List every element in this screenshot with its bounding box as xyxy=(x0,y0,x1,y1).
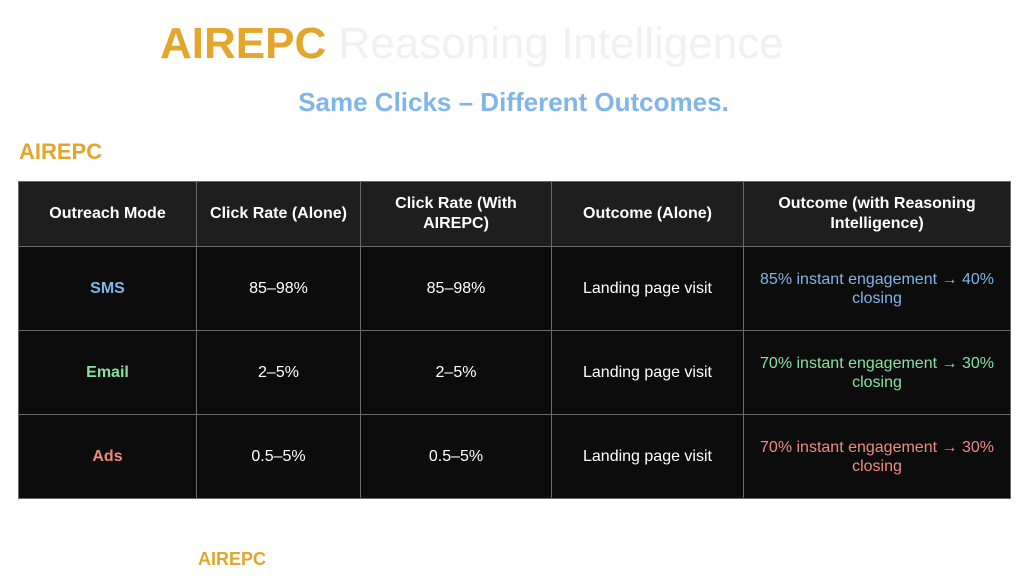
column-header: Outcome (with Reasoning Intelligence) xyxy=(743,181,1011,247)
click-rate-alone-cell: 85–98% xyxy=(196,246,361,331)
outcome-alone-cell: Landing page visit xyxy=(551,246,744,331)
column-header: Outreach Mode xyxy=(18,181,197,247)
table-row: Ads 0.5–5% 0.5–5% Landing page visit 70%… xyxy=(18,414,1011,499)
section-brand: AIREPC xyxy=(19,139,103,164)
click-rate-alone-cell: 2–5% xyxy=(196,330,361,415)
comparison-table: Outreach Mode Click Rate (Alone) Click R… xyxy=(18,181,1011,499)
page-subtitle: Same Clicks – Different Outcomes. xyxy=(298,87,729,117)
title-tagline: Reasoning Intelligence xyxy=(338,19,784,68)
outcome-alone-cell: Landing page visit xyxy=(551,414,744,499)
table-row: Email 2–5% 2–5% Landing page visit 70% i… xyxy=(18,330,1011,415)
mode-cell: Email xyxy=(18,330,197,415)
table-header-row: Outreach Mode Click Rate (Alone) Click R… xyxy=(18,181,1011,247)
mode-cell: SMS xyxy=(18,246,197,331)
page-title: AIREPC Reasoning Intelligence xyxy=(160,18,784,70)
click-rate-with-cell: 85–98% xyxy=(360,246,552,331)
footer-note: AIREPC xyxy=(198,548,266,572)
outcome-ri-cell: 70% instant engagement → 30% closing xyxy=(743,414,1011,499)
table-row: SMS 85–98% 85–98% Landing page visit 85%… xyxy=(18,246,1011,331)
column-header: Outcome (Alone) xyxy=(551,181,744,247)
outcome-ri-cell: 70% instant engagement → 30% closing xyxy=(743,330,1011,415)
section-heading: AIREPC xyxy=(19,139,102,166)
outcome-ri-cell: 85% instant engagement → 40% closing xyxy=(743,246,1011,331)
click-rate-alone-cell: 0.5–5% xyxy=(196,414,361,499)
outcome-alone-cell: Landing page visit xyxy=(551,330,744,415)
title-brand: AIREPC xyxy=(160,19,327,68)
column-header: Click Rate (Alone) xyxy=(196,181,361,247)
column-header: Click Rate (With AIREPC) xyxy=(360,181,552,247)
click-rate-with-cell: 0.5–5% xyxy=(360,414,552,499)
mode-cell: Ads xyxy=(18,414,197,499)
footer-brand: AIREPC xyxy=(198,549,267,569)
click-rate-with-cell: 2–5% xyxy=(360,330,552,415)
